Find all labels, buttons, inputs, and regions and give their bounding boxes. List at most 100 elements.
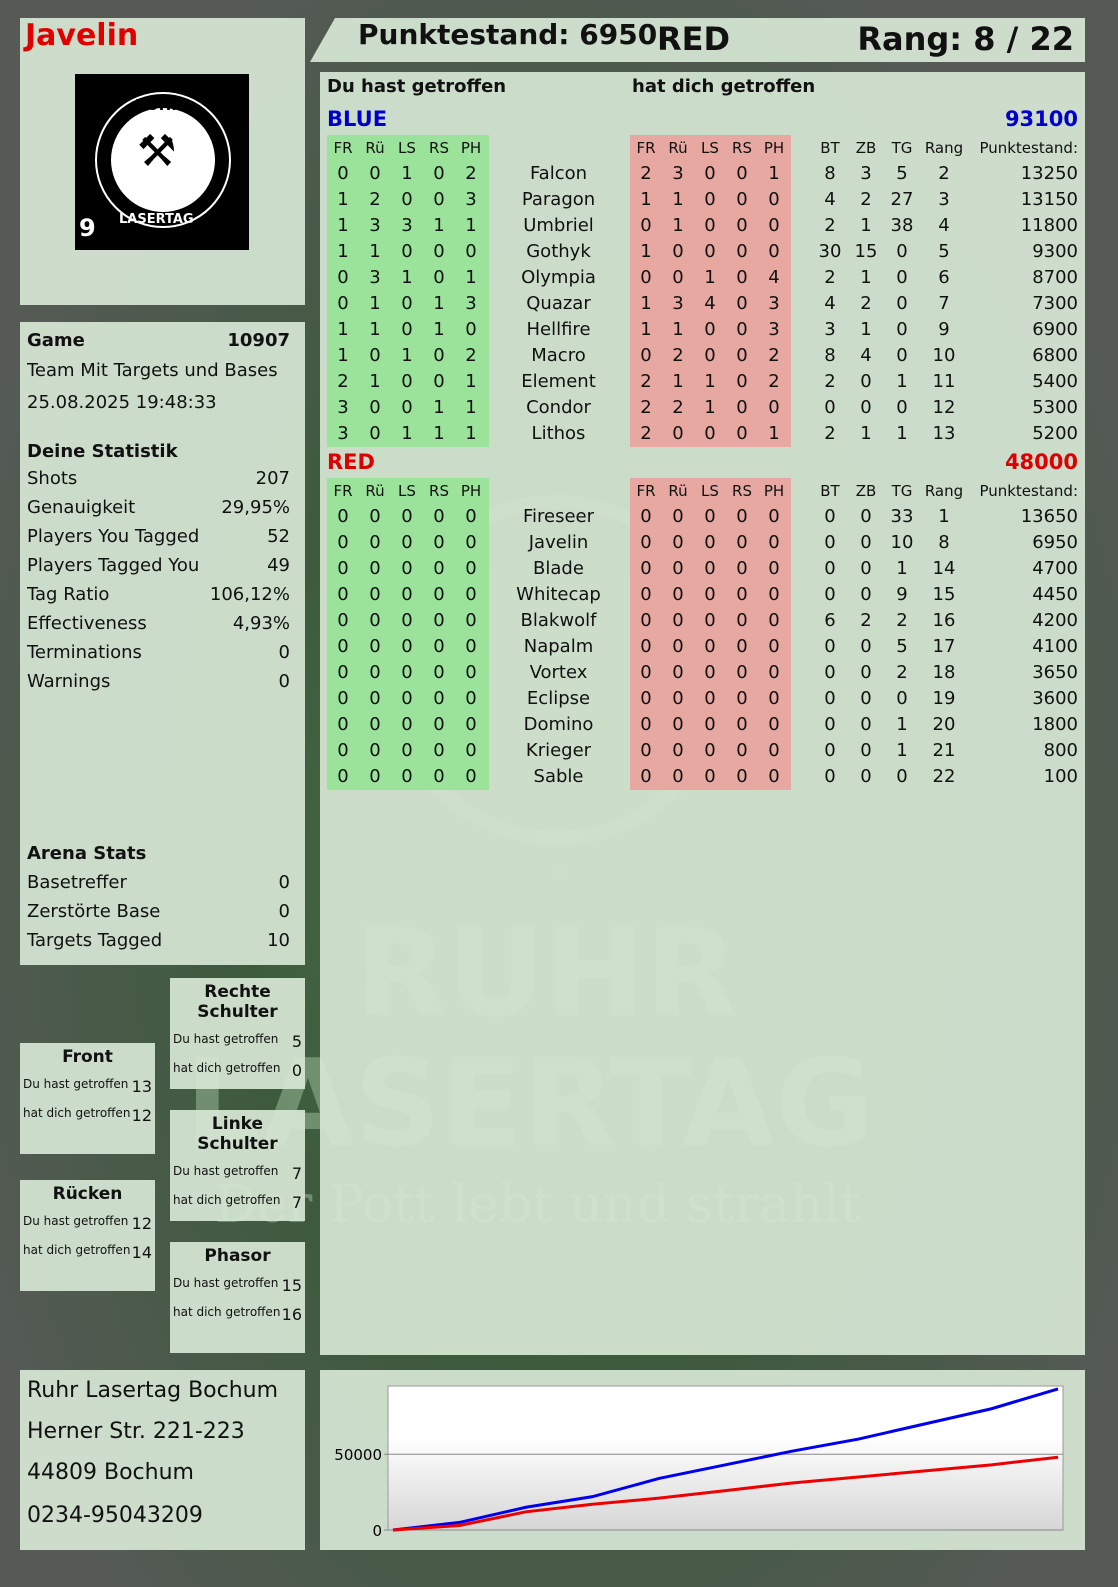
table-cell: 0 (736, 163, 748, 184)
player-name-cell[interactable]: Blakwolf (520, 610, 597, 631)
player-name-cell[interactable]: Vortex (529, 662, 588, 683)
player-name-cell[interactable]: Fireseer (522, 506, 595, 527)
player-name-cell[interactable]: Eclipse (526, 688, 591, 709)
table-cell: 0 (860, 506, 872, 527)
player-name-cell[interactable]: Macro (531, 345, 586, 366)
table-cell: 0 (401, 371, 413, 392)
column-header: PH (763, 482, 785, 500)
table-cell: 0 (704, 345, 716, 366)
player-name-cell[interactable]: Domino (523, 714, 594, 735)
table-cell: 0 (401, 688, 413, 709)
player-name-cell[interactable]: Lithos (531, 423, 586, 444)
table-cell: 3 (672, 293, 684, 314)
stat-label: Shots (27, 468, 78, 489)
table-cell: 0 (672, 636, 684, 657)
table-cell: 15 (854, 241, 878, 262)
table-cell: 2 (465, 163, 477, 184)
table-cell: 1 (896, 371, 908, 392)
zone-value: 7 (291, 1164, 302, 1183)
table-cell: 100 (1043, 766, 1078, 787)
table-cell: 1 (768, 163, 780, 184)
table-cell: 0 (860, 740, 872, 761)
column-header (487, 135, 630, 161)
column-header: Rü (668, 482, 688, 500)
table-cell: 0 (369, 397, 381, 418)
zone-row: hat dich getroffen 16 (173, 1305, 302, 1324)
game-panel: Game 10907 Team Mit Targets und Bases 25.… (20, 322, 305, 965)
table-cell: 6 (824, 610, 836, 631)
player-name-cell[interactable]: Gothyk (526, 241, 591, 262)
table-cell: 4100 (1032, 636, 1078, 657)
table-cell: 0 (860, 714, 872, 735)
player-name-cell[interactable]: Olympia (521, 267, 596, 288)
table-cell: 0 (465, 714, 477, 735)
table-cell: 6950 (1032, 532, 1078, 553)
player-name-cell[interactable]: Blade (533, 558, 584, 579)
table-cell: 0 (672, 241, 684, 262)
table-cell: 2 (640, 371, 652, 392)
game-id: 10907 (227, 330, 290, 351)
table-cell: 0 (401, 766, 413, 787)
column-header: TG (891, 139, 913, 157)
table-cell: 0 (433, 189, 445, 210)
table-cell: 0 (824, 714, 836, 735)
table-cell: 0 (672, 267, 684, 288)
table-cell: 0 (672, 584, 684, 605)
table-cell: 0 (337, 662, 349, 683)
table-cell: 0 (860, 371, 872, 392)
table-cell: 18 (932, 662, 956, 683)
table-cell: 0 (704, 740, 716, 761)
table-cell: 9300 (1032, 241, 1078, 262)
table-cell: 0 (465, 319, 477, 340)
player-name-cell[interactable]: Napalm (523, 636, 594, 657)
player-name-cell[interactable]: Hellfire (526, 319, 591, 340)
table-cell: 1 (672, 319, 684, 340)
table-cell: 0 (704, 636, 716, 657)
table-cell: 0 (704, 688, 716, 709)
spacer (790, 213, 812, 239)
zone-value: 13 (131, 1077, 152, 1096)
zone-row: hat dich getroffen 12 (23, 1106, 152, 1125)
player-name-cell[interactable]: Sable (533, 766, 584, 787)
table-cell: 0 (337, 558, 349, 579)
table-cell: 0 (465, 636, 477, 657)
zone-value: 14 (131, 1243, 152, 1262)
player-name-cell[interactable]: Umbriel (523, 215, 594, 236)
table-cell: 0 (433, 740, 445, 761)
table-cell: 6900 (1032, 319, 1078, 340)
table-cell: 11 (932, 371, 956, 392)
column-header: ZB (855, 482, 877, 500)
table-cell: 3 (337, 423, 349, 444)
table-cell: 0 (433, 766, 445, 787)
player-name-cell[interactable]: Element (521, 371, 596, 392)
team-table: FR Rü LS RS PH FR Rü LS RS PH BT ZB TG Rang Punktestan… (327, 478, 1078, 790)
player-name-cell[interactable]: Paragon (521, 189, 596, 210)
spacer (790, 660, 812, 686)
table-cell: 2 (337, 371, 349, 392)
table-cell: 3 (860, 163, 872, 184)
arena-stat-row: Basetreffer 0 (27, 868, 290, 897)
column-header: FR (333, 482, 353, 500)
table-cell: 1 (433, 293, 445, 314)
table-cell: 0 (736, 714, 748, 735)
player-name-cell[interactable]: Krieger (525, 740, 592, 761)
player-name-cell[interactable]: Whitecap (516, 584, 601, 605)
player-name-cell[interactable]: Javelin (528, 532, 589, 553)
table-cell: 1 (704, 397, 716, 418)
table-cell: 0 (640, 558, 652, 579)
player-name-cell[interactable]: Falcon (529, 163, 588, 184)
table-cell: 1 (896, 423, 908, 444)
table-cell: 0 (896, 397, 908, 418)
spacer (790, 712, 812, 738)
table-cell: 7300 (1032, 293, 1078, 314)
table-cell: 0 (433, 506, 445, 527)
table-cell: 4 (860, 345, 872, 366)
table-cell: 0 (433, 345, 445, 366)
table-cell: 1 (704, 371, 716, 392)
table-cell: 0 (433, 636, 445, 657)
team-logo: ⚒ RUHR LASERTAG 9 (75, 74, 249, 250)
table-cell: 1 (672, 189, 684, 210)
table-cell: 13650 (1020, 506, 1078, 527)
player-name-cell[interactable]: Condor (526, 397, 591, 418)
player-name-cell[interactable]: Quazar (526, 293, 591, 314)
